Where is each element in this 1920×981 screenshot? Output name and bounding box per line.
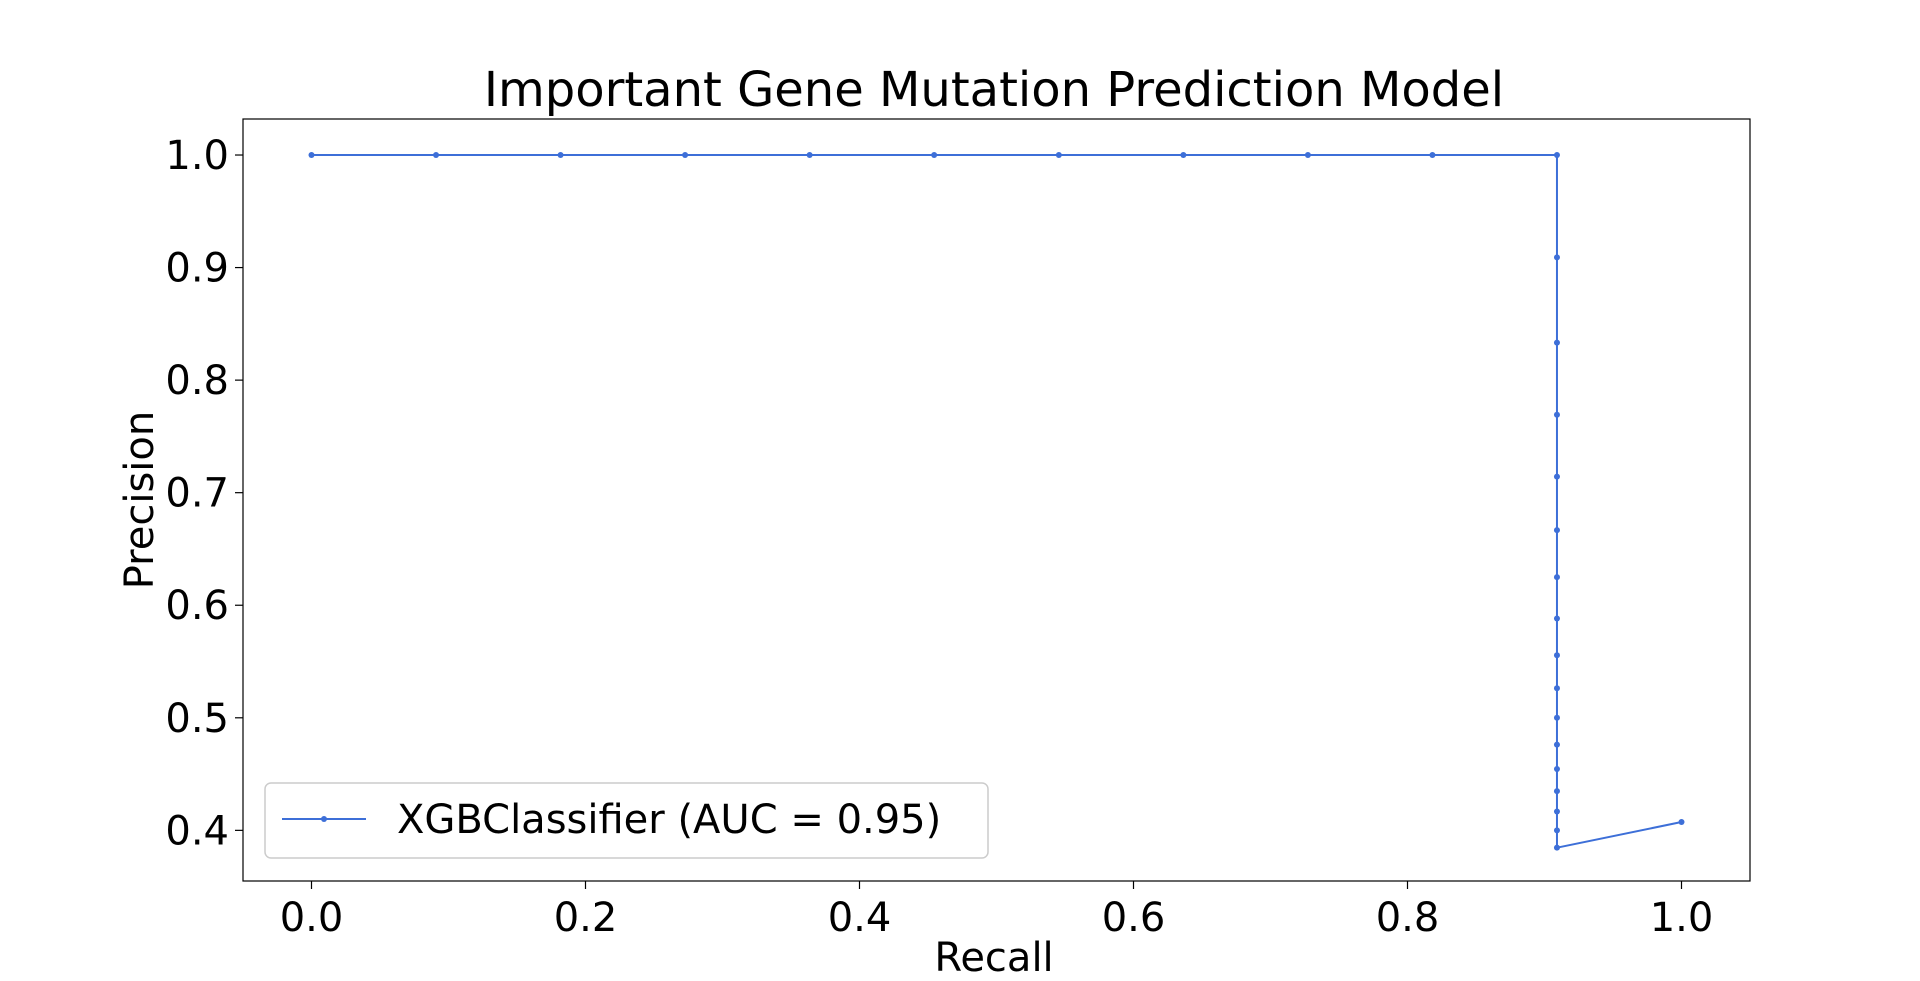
x-tick-label: 0.8	[1376, 895, 1440, 941]
y-axis-label: Precision	[117, 411, 163, 589]
data-point	[1553, 844, 1560, 851]
data-point	[1553, 714, 1560, 721]
x-tick-label: 0.4	[828, 895, 892, 941]
x-tick-label: 0.2	[554, 895, 618, 941]
x-axis-ticks: 0.0 0.2 0.4 0.6 0.8 1.0	[280, 881, 1714, 941]
data-point	[1553, 827, 1560, 834]
y-tick-label: 0.9	[165, 246, 229, 292]
data-point	[1553, 685, 1560, 692]
data-point	[557, 152, 564, 159]
data-point	[1055, 152, 1062, 159]
series-line	[311, 154, 1682, 849]
data-point	[1553, 766, 1560, 773]
data-point	[931, 152, 938, 159]
data-point	[1553, 339, 1560, 346]
data-point	[1678, 819, 1685, 826]
data-point	[682, 152, 689, 159]
data-point	[1553, 574, 1560, 581]
y-tick-label: 0.4	[165, 808, 229, 854]
data-point	[1304, 152, 1311, 159]
data-point	[1553, 411, 1560, 418]
data-point	[1553, 152, 1560, 159]
legend-box	[264, 782, 989, 859]
data-point	[1553, 473, 1560, 480]
chart-title: Important Gene Mutation Prediction Model	[484, 62, 1504, 118]
data-point	[1553, 808, 1560, 815]
x-tick-label: 1.0	[1650, 895, 1714, 941]
data-point	[1429, 152, 1436, 159]
x-tick-label: 0.6	[1102, 895, 1166, 941]
data-point	[1180, 152, 1187, 159]
plot-area	[242, 118, 1751, 882]
legend: XGBClassifier (AUC = 0.95)	[264, 782, 989, 859]
data-point	[1553, 254, 1560, 261]
data-point	[1553, 615, 1560, 622]
y-tick-label: 0.7	[165, 471, 229, 517]
data-point	[1553, 652, 1560, 659]
y-tick-label: 0.5	[165, 696, 229, 742]
y-axis-ticks: 0.4 0.5 0.6 0.7 0.8 0.9 1.0	[165, 133, 243, 854]
y-tick-label: 0.6	[165, 583, 229, 629]
y-tick-label: 0.8	[165, 358, 229, 404]
series-layer	[308, 152, 1685, 851]
data-point	[308, 152, 315, 159]
data-point	[1553, 741, 1560, 748]
x-axis-label: Recall	[934, 935, 1053, 977]
legend-label: XGBClassifier (AUC = 0.95)	[397, 797, 941, 843]
data-point	[1553, 527, 1560, 534]
y-tick-label: 1.0	[165, 133, 229, 179]
data-point	[1553, 788, 1560, 795]
data-point	[806, 152, 813, 159]
data-point	[433, 152, 440, 159]
legend-marker-swatch	[321, 816, 327, 822]
x-tick-label: 0.0	[280, 895, 344, 941]
